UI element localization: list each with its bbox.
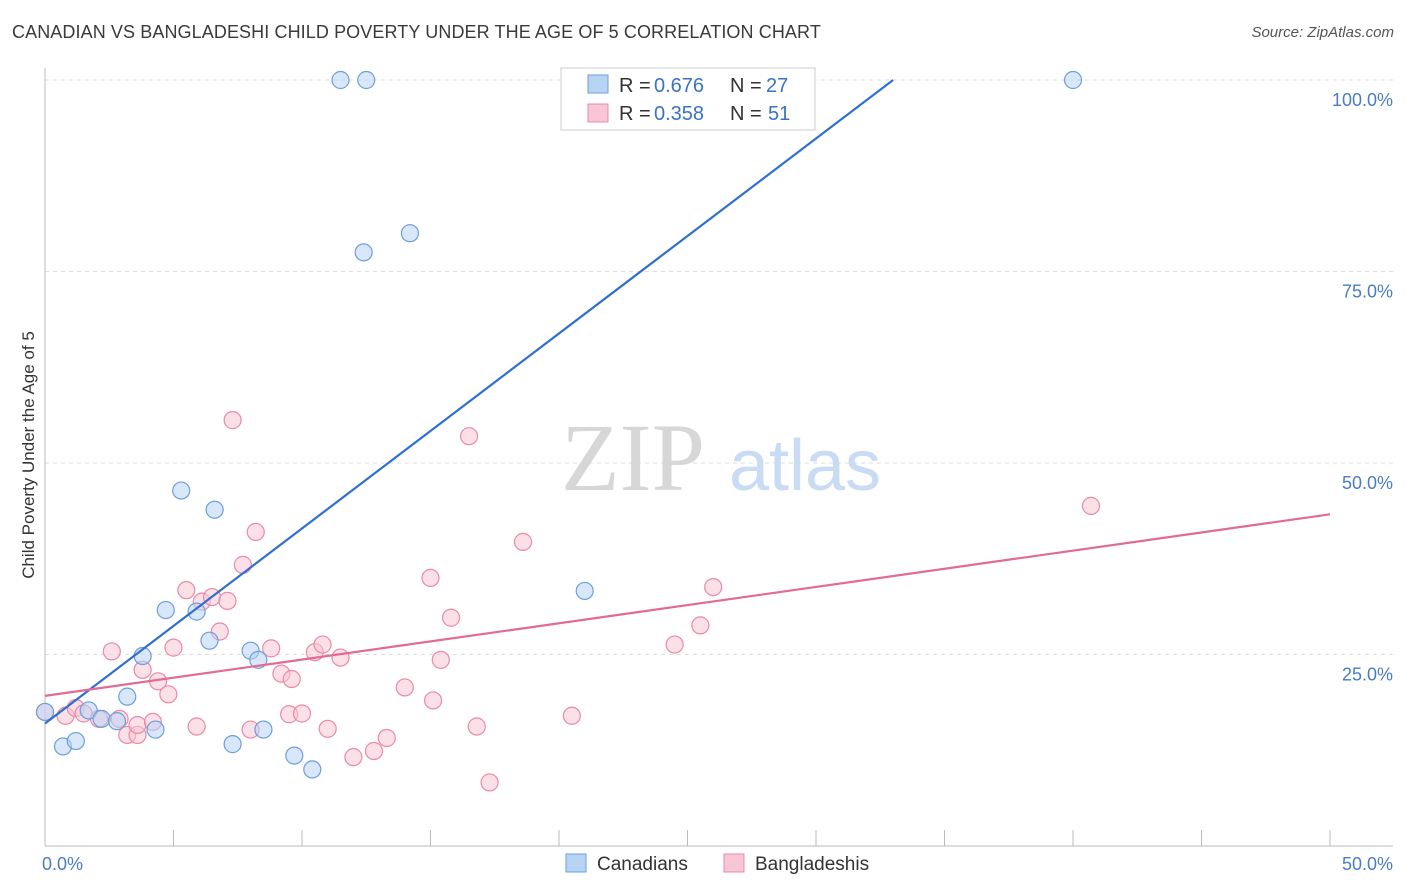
bangladeshis-point-43 — [467, 717, 486, 736]
y-tick-label-3: 100.0% — [1332, 90, 1393, 110]
watermark-zip: ZIP — [561, 404, 705, 511]
bangladeshis-point-42 — [459, 427, 479, 446]
canadians-point-9 — [156, 600, 175, 620]
canadians-point-12 — [200, 631, 219, 650]
bangladeshis-point-46 — [665, 635, 684, 654]
canadians-point-20 — [354, 243, 373, 262]
canadians-point-4 — [92, 709, 111, 728]
bangladeshis-point-31 — [313, 635, 332, 654]
bangladeshis-point-24 — [246, 522, 265, 542]
legend-r-label-2: R = — [619, 103, 651, 125]
legend-bottom-bangladeshis: Bangladeshis — [755, 854, 869, 875]
legend-swatch-bangladeshis — [587, 103, 609, 123]
canadians-point-8 — [146, 720, 165, 739]
x-tick-label-min: 0.0% — [42, 854, 83, 874]
bangladeshis-trend-line — [44, 513, 1331, 697]
canadians-point-13 — [205, 500, 224, 519]
y-tick-label-1: 50.0% — [1342, 473, 1393, 493]
bangladeshis-point-32 — [318, 719, 337, 738]
bangladeshis-point-28 — [282, 669, 301, 689]
bangladeshis-point-36 — [377, 728, 396, 748]
legend-r-label-1: R = — [619, 75, 651, 97]
canadians-point-22 — [357, 70, 376, 90]
bangladeshis-point-47 — [691, 616, 710, 635]
bangladeshis-point-5 — [102, 642, 121, 661]
watermark-atlas: atlas — [729, 426, 881, 506]
trend-lines — [44, 79, 1331, 725]
bangladeshis-point-38 — [421, 568, 440, 588]
canadians-point-5 — [107, 712, 127, 731]
bangladeshis-point-33 — [331, 648, 350, 667]
canadians-point-3 — [79, 701, 98, 720]
bangladeshis-point-37 — [395, 678, 414, 697]
canadians-point-2 — [66, 731, 85, 751]
bangladeshis-point-48 — [704, 577, 723, 597]
canadians-point-24 — [575, 581, 594, 601]
legend-bottom-swatch-bangladeshis — [723, 853, 745, 873]
canadians-point-26 — [1063, 70, 1083, 90]
legend-bottom-canadians: Canadians — [597, 854, 688, 875]
canadians-point-21 — [400, 224, 420, 243]
bangladeshis-point-25 — [262, 639, 281, 658]
bangladeshis-point-22 — [233, 555, 252, 574]
bangladeshis-point-41 — [441, 608, 461, 627]
bangladeshis-point-40 — [431, 650, 450, 669]
source-credit: Source: ZipAtlas.com — [1251, 24, 1394, 41]
bangladeshis-point-39 — [423, 691, 443, 710]
canadians-point-18 — [285, 746, 304, 765]
watermark: ZIP atlas — [561, 404, 881, 511]
bangladeshis-point-29 — [292, 704, 312, 723]
y-axis-title: Child Poverty Under the Age of 5 — [19, 331, 38, 579]
y-tick-label-2: 75.0% — [1342, 282, 1393, 302]
bangladeshis-point-45 — [513, 532, 533, 551]
legend-bottom: Canadians Bangladeshis — [565, 853, 869, 875]
canadians-point-23 — [331, 70, 350, 90]
legend-bottom-swatch-canadians — [565, 853, 587, 873]
canadians-trend-line — [44, 79, 894, 725]
legend-r-value-1: 0.676 — [654, 75, 704, 97]
canadians-point-11 — [187, 602, 206, 621]
page-title: CANADIAN VS BANGLADESHI CHILD POVERTY UN… — [12, 22, 821, 42]
bangladeshis-point-44 — [480, 773, 499, 792]
bangladeshis-point-16 — [187, 717, 206, 736]
canadians-point-10 — [172, 481, 191, 500]
canadians-point-6 — [118, 687, 137, 706]
legend-n-label-1: N = — [730, 75, 762, 97]
legend-n-value-1: 27 — [766, 75, 788, 97]
bangladeshis-point-14 — [164, 638, 183, 657]
bangladeshis-point-49 — [1081, 496, 1101, 515]
y-tick-label-0: 25.0% — [1342, 665, 1393, 685]
canadians-point-0 — [35, 702, 55, 722]
bangladeshis-point-15 — [177, 581, 196, 600]
legend-n-value-2: 51 — [768, 103, 790, 125]
bangladeshis-point-21 — [223, 411, 242, 430]
x-tick-label-max: 50.0% — [1342, 854, 1393, 874]
y-tick-labels: 25.0% 50.0% 75.0% 100.0% — [1332, 90, 1393, 685]
legend-n-label-2: N = — [730, 103, 762, 125]
bangladeshis-point-34 — [344, 748, 363, 767]
legend-r-value-2: 0.358 — [654, 103, 704, 125]
canadians-point-17 — [254, 720, 273, 739]
canadians-points — [35, 70, 1083, 779]
bangladeshis-point-20 — [218, 591, 237, 610]
bangladeshis-point-35 — [364, 741, 384, 761]
bangladeshis-point-50 — [562, 706, 581, 725]
bangladeshis-point-13 — [159, 685, 178, 704]
canadians-point-19 — [303, 760, 322, 779]
legend-swatch-canadians — [587, 74, 609, 94]
legend-top: R = 0.676 N = 27 R = 0.358 N = 51 — [560, 67, 816, 131]
canadians-point-14 — [223, 735, 242, 754]
bangladeshis-point-9 — [128, 715, 147, 735]
